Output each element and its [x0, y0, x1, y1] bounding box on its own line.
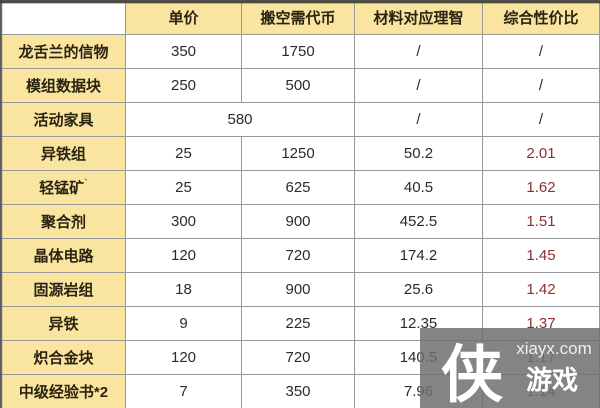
svg-text:xiayx.com: xiayx.com [516, 339, 592, 358]
svg-text:游戏: 游戏 [526, 365, 578, 395]
svg-text:侠: 侠 [441, 341, 504, 408]
